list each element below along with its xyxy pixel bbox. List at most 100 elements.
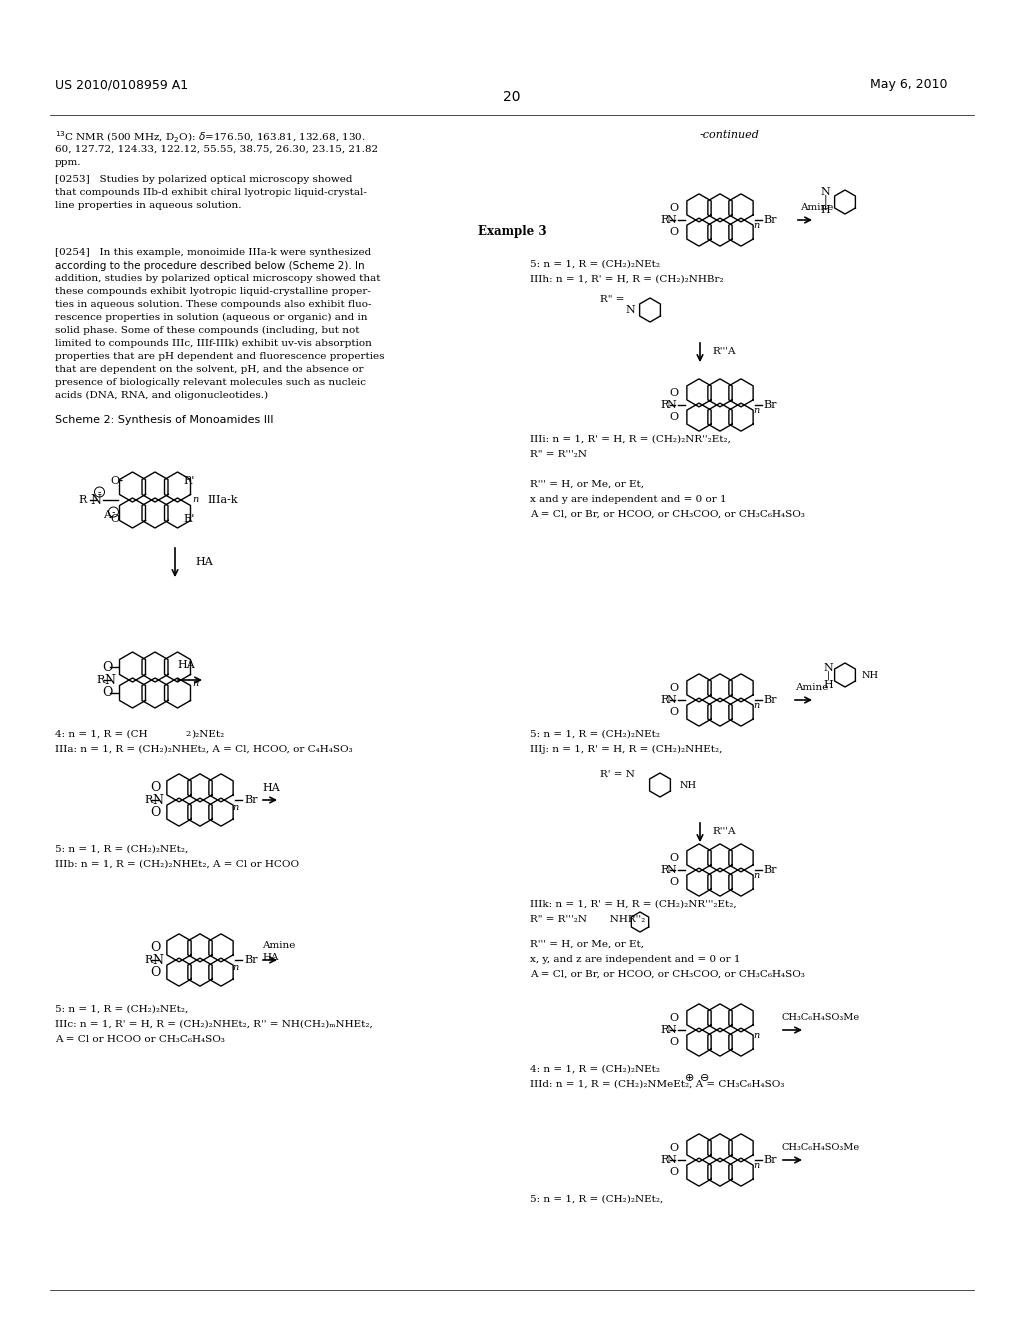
Text: R: R <box>659 215 669 224</box>
Text: according to the procedure described below (Scheme 2). In: according to the procedure described bel… <box>55 261 365 271</box>
Text: N: N <box>625 305 635 315</box>
Text: IIIa-k: IIIa-k <box>208 495 239 506</box>
Text: acids (DNA, RNA, and oligonucleotides.): acids (DNA, RNA, and oligonucleotides.) <box>55 391 268 400</box>
Text: x and y are independent and = 0 or 1: x and y are independent and = 0 or 1 <box>530 495 727 504</box>
Text: |: | <box>823 194 826 206</box>
Text: Amine: Amine <box>262 940 295 949</box>
Text: N: N <box>667 1155 677 1166</box>
Text: R: R <box>659 1026 669 1035</box>
Text: that compounds IIb-d exhibit chiral lyotropic liquid-crystal-: that compounds IIb-d exhibit chiral lyot… <box>55 187 367 197</box>
Text: rescence properties in solution (aqueous or organic) and in: rescence properties in solution (aqueous… <box>55 313 368 322</box>
Text: $^{13}$C NMR (500 MHz, D$_2$O): $\delta$=176.50, 163.81, 132.68, 130.: $^{13}$C NMR (500 MHz, D$_2$O): $\delta$… <box>55 129 366 145</box>
Text: addition, studies by polarized optical microscopy showed that: addition, studies by polarized optical m… <box>55 275 381 282</box>
Text: O: O <box>110 475 119 486</box>
Text: Example 3: Example 3 <box>477 224 547 238</box>
Text: n: n <box>754 222 760 231</box>
Text: US 2010/0108959 A1: US 2010/0108959 A1 <box>55 78 188 91</box>
Text: O: O <box>669 708 678 717</box>
Text: n: n <box>232 962 239 972</box>
Text: O: O <box>101 686 113 700</box>
Text: R: R <box>659 400 669 411</box>
Text: O: O <box>669 1012 678 1023</box>
Text: [0254]   In this example, monoimide IIIa-k were synthesized: [0254] In this example, monoimide IIIa-k… <box>55 248 372 257</box>
Text: N: N <box>90 494 101 507</box>
Text: ppm.: ppm. <box>55 158 82 168</box>
Text: O: O <box>150 781 161 795</box>
Text: O: O <box>669 227 678 238</box>
Text: 5: n = 1, R = (CH₂)₂NEt₂: 5: n = 1, R = (CH₂)₂NEt₂ <box>530 260 660 269</box>
Text: 5: n = 1, R = (CH₂)₂NEt₂: 5: n = 1, R = (CH₂)₂NEt₂ <box>530 730 660 739</box>
Text: May 6, 2010: May 6, 2010 <box>870 78 947 91</box>
Text: )₂NEt₂: )₂NEt₂ <box>191 730 224 739</box>
Text: Br: Br <box>245 795 258 805</box>
Text: |: | <box>826 671 829 680</box>
Text: R'''A: R'''A <box>712 828 735 837</box>
Text: Br: Br <box>764 400 777 411</box>
Text: HA: HA <box>262 953 279 961</box>
Text: -continued: -continued <box>700 129 760 140</box>
Text: N: N <box>823 663 833 673</box>
Text: 5: n = 1, R = (CH₂)₂NEt₂,: 5: n = 1, R = (CH₂)₂NEt₂, <box>55 1005 188 1014</box>
Text: solid phase. Some of these compounds (including, but not: solid phase. Some of these compounds (in… <box>55 326 359 335</box>
Text: O: O <box>669 412 678 422</box>
Text: O: O <box>669 1167 678 1177</box>
Text: n: n <box>754 871 760 880</box>
Text: N: N <box>104 673 116 686</box>
Text: O: O <box>110 515 119 524</box>
Text: N: N <box>667 1026 677 1035</box>
Text: NH: NH <box>862 671 880 680</box>
Text: x, y, and z are independent and = 0 or 1: x, y, and z are independent and = 0 or 1 <box>530 954 740 964</box>
Text: O: O <box>669 853 678 863</box>
Text: R: R <box>97 675 105 685</box>
Text: these compounds exhibit lyotropic liquid-crystalline proper-: these compounds exhibit lyotropic liquid… <box>55 286 371 296</box>
Text: n: n <box>754 1162 760 1171</box>
Text: N: N <box>667 215 677 224</box>
Text: Br: Br <box>764 865 777 875</box>
Text: R'''A: R'''A <box>712 347 735 356</box>
Text: CH₃C₆H₄SO₃Me: CH₃C₆H₄SO₃Me <box>782 1014 860 1023</box>
Text: IIIi: n = 1, R' = H, R = (CH₂)₂NR''₂Et₂,: IIIi: n = 1, R' = H, R = (CH₂)₂NR''₂Et₂, <box>530 436 731 444</box>
Text: ⊕: ⊕ <box>685 1073 694 1082</box>
Text: R: R <box>659 696 669 705</box>
Text: that are dependent on the solvent, pH, and the absence or: that are dependent on the solvent, pH, a… <box>55 366 364 374</box>
Text: 5: n = 1, R = (CH₂)₂NEt₂,: 5: n = 1, R = (CH₂)₂NEt₂, <box>55 845 188 854</box>
Text: presence of biologically relevant molecules such as nucleic: presence of biologically relevant molecu… <box>55 378 366 387</box>
Text: Br: Br <box>764 696 777 705</box>
Text: n: n <box>232 803 239 812</box>
Text: R''' = H, or Me, or Et,: R''' = H, or Me, or Et, <box>530 480 644 488</box>
Text: 20: 20 <box>503 90 521 104</box>
Text: 5: n = 1, R = (CH₂)₂NEt₂,: 5: n = 1, R = (CH₂)₂NEt₂, <box>530 1195 664 1204</box>
Text: R: R <box>79 495 87 506</box>
Text: IIIa: n = 1, R = (CH₂)₂NHEt₂, A = Cl, HCOO, or C₄H₄SO₃: IIIa: n = 1, R = (CH₂)₂NHEt₂, A = Cl, HC… <box>55 744 352 754</box>
Text: A = Cl or HCOO or CH₃C₆H₄SO₃: A = Cl or HCOO or CH₃C₆H₄SO₃ <box>55 1035 225 1044</box>
Text: limited to compounds IIIc, IIIf-IIIk) exhibit uv-vis absorption: limited to compounds IIIc, IIIf-IIIk) ex… <box>55 339 372 348</box>
Text: Br: Br <box>764 1155 777 1166</box>
Text: R" = R'''₂N: R" = R'''₂N <box>530 450 587 459</box>
Text: 4: n = 1, R = (CH₂)₂NEt₂: 4: n = 1, R = (CH₂)₂NEt₂ <box>530 1065 660 1074</box>
Text: R: R <box>659 1155 669 1166</box>
Text: R" =: R" = <box>600 294 625 304</box>
Text: H: H <box>823 680 833 690</box>
Text: O: O <box>669 1038 678 1047</box>
Text: line properties in aqueous solution.: line properties in aqueous solution. <box>55 201 242 210</box>
Text: IIIh: n = 1, R' = H, R = (CH₂)₂NHBr₂: IIIh: n = 1, R' = H, R = (CH₂)₂NHBr₂ <box>530 275 724 284</box>
Text: R': R' <box>184 475 196 486</box>
Text: IIIb: n = 1, R = (CH₂)₂NHEt₂, A = Cl or HCOO: IIIb: n = 1, R = (CH₂)₂NHEt₂, A = Cl or … <box>55 861 299 869</box>
Text: HA: HA <box>177 660 195 671</box>
Text: N: N <box>667 696 677 705</box>
Text: O: O <box>101 660 113 673</box>
Text: [0253]   Studies by polarized optical microscopy showed: [0253] Studies by polarized optical micr… <box>55 176 352 183</box>
Text: n: n <box>754 1031 760 1040</box>
Text: n: n <box>193 495 199 504</box>
Text: IIIj: n = 1, R' = H, R = (CH₂)₂NHEt₂,: IIIj: n = 1, R' = H, R = (CH₂)₂NHEt₂, <box>530 744 722 754</box>
Text: 2: 2 <box>185 730 190 738</box>
Text: A = Cl, or Br, or HCOO, or CH₃COO, or CH₃C₆H₄SO₃: A = Cl, or Br, or HCOO, or CH₃COO, or CH… <box>530 510 805 519</box>
Text: -: - <box>97 487 101 498</box>
Text: IIId: n = 1, R = (CH₂)₂NMeEt₂, A = CH₃C₆H₄SO₃: IIId: n = 1, R = (CH₂)₂NMeEt₂, A = CH₃C₆… <box>530 1080 784 1089</box>
Text: CH₃C₆H₄SO₃Me: CH₃C₆H₄SO₃Me <box>782 1143 860 1152</box>
Text: ⊖: ⊖ <box>700 1073 710 1082</box>
Text: R: R <box>144 954 153 965</box>
Text: N: N <box>667 865 677 875</box>
Text: O: O <box>150 941 161 954</box>
Text: O: O <box>669 682 678 693</box>
